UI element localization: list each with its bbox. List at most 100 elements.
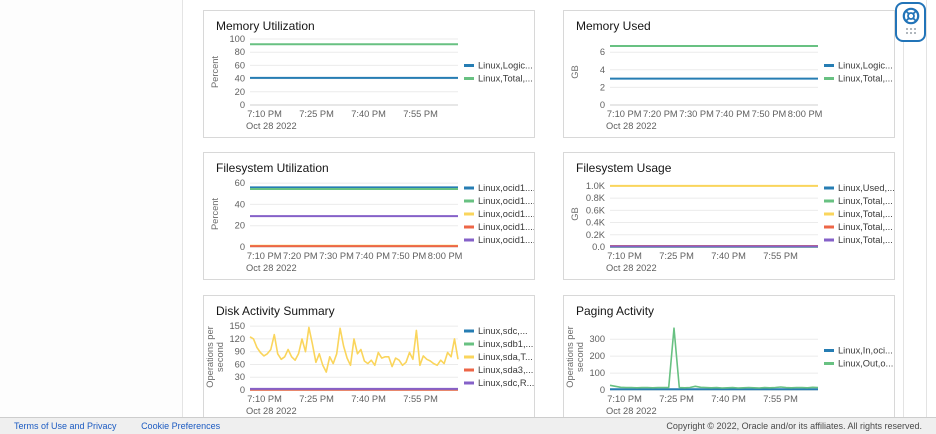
chart-title: Disk Activity Summary	[216, 304, 335, 318]
x-tick-label: 7:50 PM	[392, 251, 427, 261]
y-tick-label: 1.0K	[586, 181, 606, 191]
chart-disk-activity-summary: Operations per second 0 30 60 90 120 150 7:10 PM…	[205, 321, 534, 416]
y-tick-label: 20	[235, 87, 245, 97]
y-axis-label: GB	[570, 207, 580, 220]
legend-item[interactable]: Linux,Total,...	[824, 196, 893, 206]
x-tick-label: 7:40 PM	[711, 394, 746, 404]
x-tick-label: 7:20 PM	[283, 251, 318, 261]
x-tick-label: 7:10 PM	[607, 109, 642, 119]
series-line-1	[609, 327, 819, 389]
date-label: Oct 28 2022	[246, 263, 297, 273]
legend-item[interactable]: Linux,ocid1....	[464, 183, 534, 193]
drag-dots-icon[interactable]	[897, 27, 924, 35]
legend-item[interactable]: Linux,Logic...	[464, 61, 533, 71]
legend-label: Linux,Total,...	[838, 74, 893, 84]
chart-title: Filesystem Utilization	[216, 161, 329, 175]
y-tick-label: 0	[600, 100, 605, 110]
legend-label: Linux,ocid1....	[478, 196, 534, 206]
x-tick-label: 7:10 PM	[247, 251, 282, 261]
y-tick-label: 4	[600, 65, 605, 75]
y-tick-label: 150	[229, 321, 245, 331]
card-memory-used: Memory Used GB 0 2 4 6 7:10 PM 7:20 PM 7:30 PM 7:…	[563, 10, 895, 138]
legend-item[interactable]: Linux,In,oci...	[824, 346, 893, 356]
chart-title: Memory Utilization	[216, 19, 315, 33]
legend-item[interactable]: Linux,ocid1....	[464, 235, 534, 245]
legend-label: Linux,ocid1....	[478, 183, 534, 193]
y-tick-label: 0.0	[592, 242, 605, 252]
legend-item[interactable]: Linux,sdc,R...	[464, 378, 534, 388]
chart-paging-activity: Operations per second 0 100 200 300 7:10 PM 7:2…	[565, 326, 893, 416]
legend-item[interactable]: Linux,ocid1....	[464, 196, 534, 206]
terms-of-use-link[interactable]: Terms of Use and Privacy	[14, 421, 117, 431]
cookie-preferences-link[interactable]: Cookie Preferences	[141, 421, 221, 431]
y-tick-label: 120	[229, 334, 245, 344]
x-tick-label: 7:55 PM	[403, 109, 438, 119]
y-tick-label: 90	[235, 347, 245, 357]
y-tick-label: 40	[235, 199, 245, 209]
x-tick-label: 7:40 PM	[355, 251, 390, 261]
y-tick-label: 0	[240, 100, 245, 110]
legend-item[interactable]: Linux,Total,...	[824, 74, 893, 84]
card-memory-utilization: Memory Utilization Percent 0 20 40 60 80 100 7:1…	[203, 10, 535, 138]
chart-filesystem-utilization: Percent 0 20 40 60 7:10 PM 7:20 PM 7:30 PM 7:40 …	[210, 178, 534, 273]
card-filesystem-usage: Filesystem Usage GB 0.0 0.2K 0.4K 0.6K 0.8K 1.0…	[563, 152, 895, 280]
y-axis-label: Percent	[210, 56, 220, 88]
legend-item[interactable]: Linux,sdc,...	[464, 326, 528, 336]
x-tick-label: 8:00 PM	[428, 251, 463, 261]
legend-label: Linux,Logic...	[478, 61, 533, 71]
footer-links: Terms of Use and Privacy Cookie Preferen…	[14, 421, 242, 431]
x-tick-label: 7:55 PM	[403, 394, 438, 404]
y-axis-label: Operations per	[205, 326, 215, 388]
legend-item[interactable]: Linux,Used,...	[824, 183, 894, 193]
legend-item[interactable]: Linux,Total,...	[464, 74, 533, 84]
legend-label: Linux,ocid1....	[478, 222, 534, 232]
chart-title: Filesystem Usage	[576, 161, 672, 175]
date-label: Oct 28 2022	[246, 121, 297, 131]
legend-label: Linux,sdc,...	[478, 326, 528, 336]
y-tick-label: 60	[235, 359, 245, 369]
x-tick-label: 8:00 PM	[788, 109, 823, 119]
date-label: Oct 28 2022	[606, 263, 657, 273]
legend-item[interactable]: Linux,Logic...	[824, 61, 893, 71]
legend-label: Linux,Total,...	[838, 196, 893, 206]
y-tick-label: 0.2K	[586, 230, 606, 240]
legend-label: Linux,sda,T...	[478, 352, 533, 362]
y-tick-label: 0.8K	[586, 193, 606, 203]
y-tick-label: 0.6K	[586, 205, 606, 215]
x-tick-label: 7:25 PM	[659, 394, 694, 404]
page-right-edge	[926, 0, 927, 417]
legend-item[interactable]: Linux,Out,o...	[824, 359, 893, 369]
y-tick-label: 0	[600, 385, 605, 395]
chart-filesystem-usage: GB 0.0 0.2K 0.4K 0.6K 0.8K 1.0K 7:10 PM 7:25 PM 7…	[570, 181, 894, 273]
y-tick-label: 100	[589, 368, 605, 378]
date-label: Oct 28 2022	[246, 406, 297, 416]
help-widget-button[interactable]	[895, 2, 926, 42]
chart-memory-utilization: Percent 0 20 40 60 80 100 7:10 PM 7:25 PM 7:40 PM…	[210, 34, 533, 131]
legend-item[interactable]: Linux,ocid1....	[464, 209, 534, 219]
x-tick-label: 7:30 PM	[679, 109, 714, 119]
y-axis-label: GB	[570, 65, 580, 78]
x-tick-label: 7:20 PM	[643, 109, 678, 119]
legend-item[interactable]: Linux,ocid1....	[464, 222, 534, 232]
x-tick-label: 7:50 PM	[752, 109, 787, 119]
legend-item[interactable]: Linux,Total,...	[824, 222, 893, 232]
legend-item[interactable]: Linux,sdb1,...	[464, 339, 533, 349]
y-tick-label: 60	[235, 178, 245, 188]
x-tick-label: 7:55 PM	[763, 251, 798, 261]
y-axis-label: second	[575, 342, 585, 372]
date-label: Oct 28 2022	[606, 406, 657, 416]
legend-item[interactable]: Linux,Total,...	[824, 235, 893, 245]
legend-item[interactable]: Linux,Total,...	[824, 209, 893, 219]
y-tick-label: 100	[229, 34, 245, 44]
legend-label: Linux,In,oci...	[838, 346, 893, 356]
x-tick-label: 7:25 PM	[299, 109, 334, 119]
y-tick-label: 200	[589, 351, 605, 361]
right-panel-divider	[903, 42, 904, 417]
legend-label: Linux,Total,...	[478, 74, 533, 84]
left-panel	[0, 0, 183, 417]
legend-item[interactable]: Linux,sda,T...	[464, 352, 533, 362]
x-tick-label: 7:40 PM	[351, 109, 386, 119]
x-tick-label: 7:10 PM	[607, 251, 642, 261]
legend-label: Linux,ocid1....	[478, 209, 534, 219]
legend-item[interactable]: Linux,sda3,...	[464, 365, 533, 375]
